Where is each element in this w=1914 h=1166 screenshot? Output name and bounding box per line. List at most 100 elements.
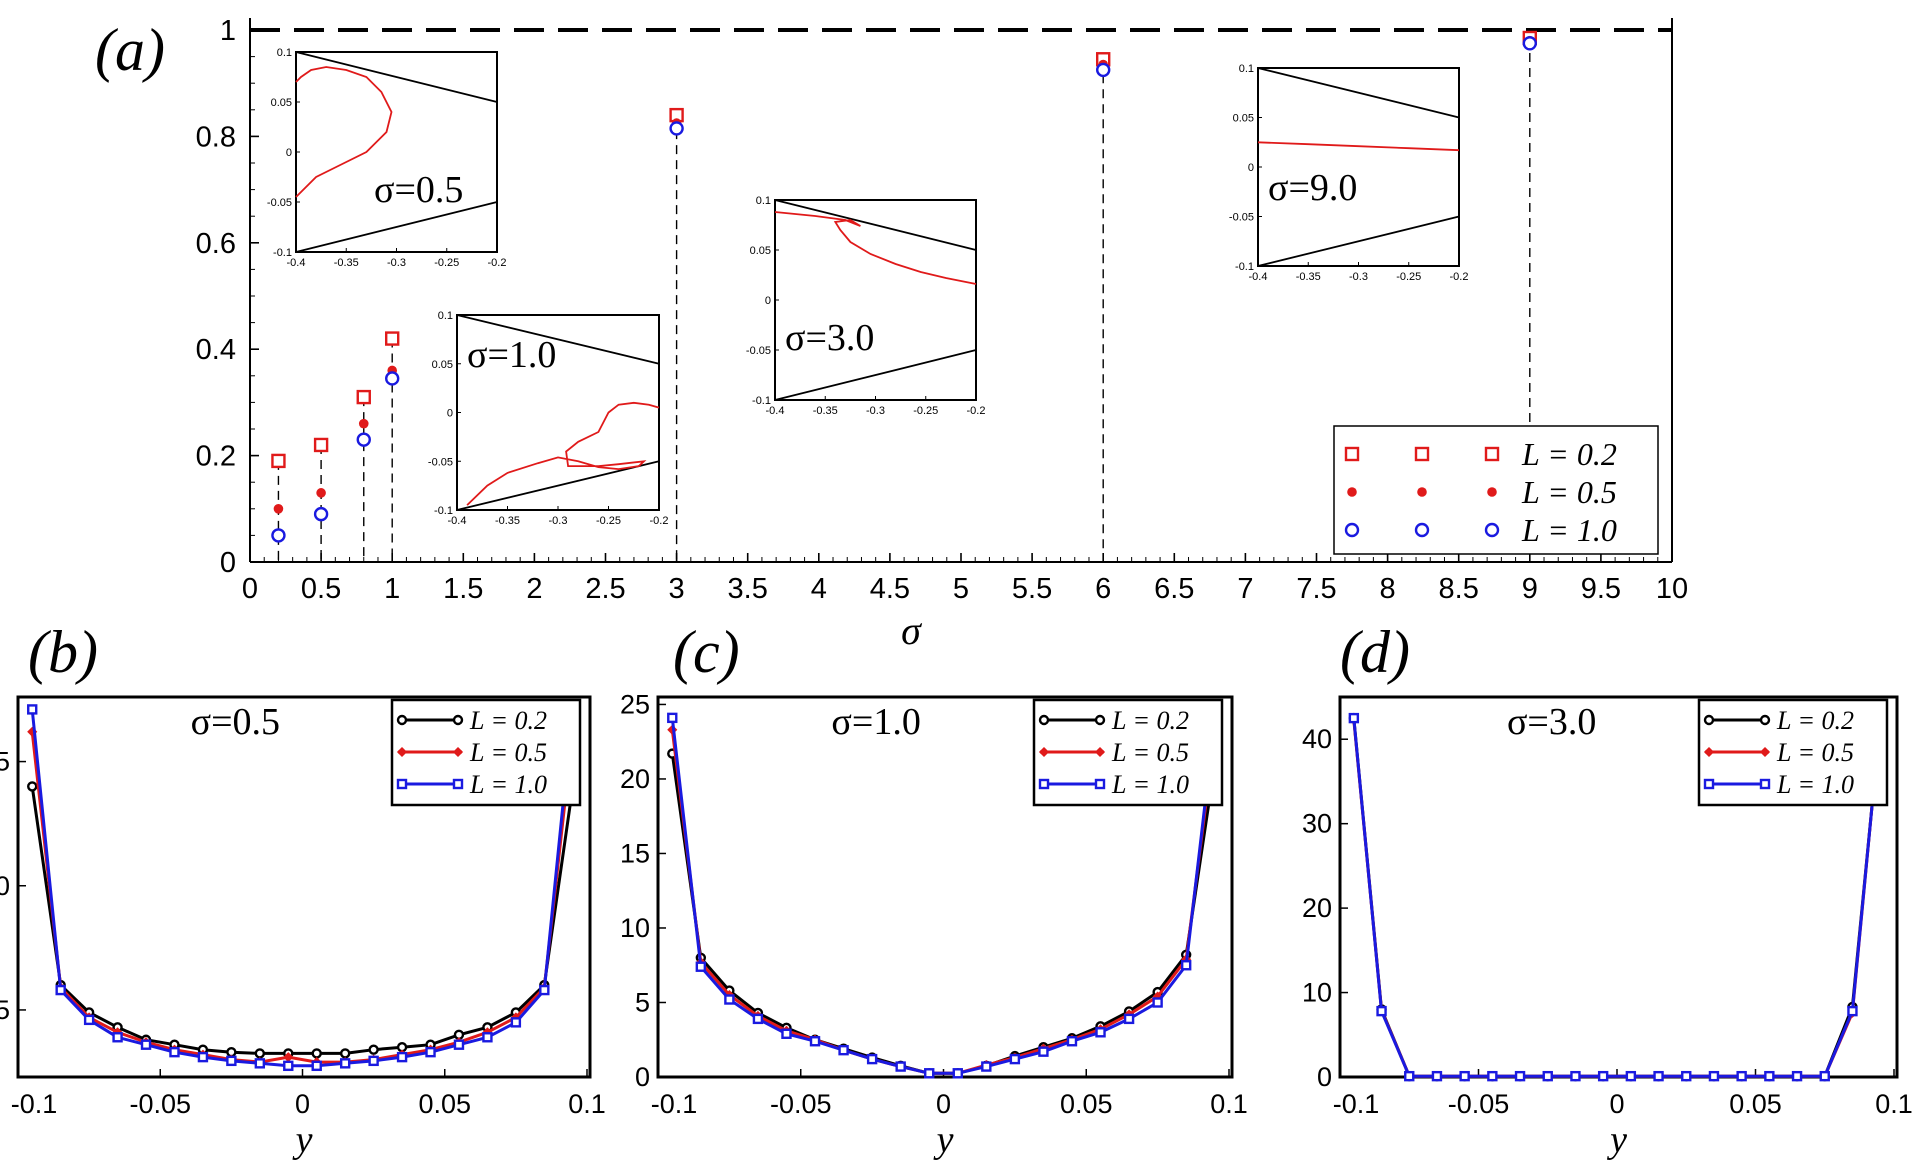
data-point <box>368 1055 379 1067</box>
inset-wall <box>456 314 660 365</box>
data-point <box>1152 997 1163 1008</box>
x-tick-label: 1 <box>384 573 400 605</box>
panel-d: (d) -0.1 -0.05 0 0.05 0.1 0 10 20 30 40 y σ=3.0 L = 0… <box>1302 619 1913 1161</box>
x-tick-label: 7 <box>1237 573 1253 605</box>
legend-marker <box>1703 746 1715 758</box>
x-tick-label: -0.05 <box>770 1089 832 1119</box>
panel-label-c: (c) <box>673 619 740 685</box>
legend-marker <box>396 778 408 790</box>
legend-marker <box>1038 778 1050 790</box>
data-point <box>1522 36 1538 51</box>
x-tick-label: 0 <box>242 573 258 605</box>
inset-3: -0.4 -0.35 -0.3 -0.25 -0.2 0.1 0.05 0 -0.05 -0.1 σ… <box>1229 63 1469 283</box>
inset-x-tick-label: -0.2 <box>488 257 507 269</box>
x-tick-label: 3.5 <box>728 573 768 605</box>
data-point <box>838 1044 849 1056</box>
data-point <box>752 1013 764 1025</box>
legend-marker <box>452 746 464 758</box>
data-point <box>1038 1046 1049 1057</box>
legend-label: L = 0.2 <box>1776 706 1854 735</box>
data-point <box>809 1036 821 1047</box>
inset-x-tick-label: -0.4 <box>766 405 785 417</box>
legend-marker <box>1414 522 1430 538</box>
panel-title: σ=1.0 <box>831 701 920 743</box>
x-tick-label: 0.1 <box>1875 1089 1913 1119</box>
data-point <box>254 1048 266 1059</box>
x-tick-label: 3 <box>669 573 685 605</box>
y-tick-label: 10 <box>0 871 10 901</box>
legend-label: L = 1.0 <box>469 770 547 799</box>
data-point <box>724 994 735 1005</box>
legend-marker <box>1487 487 1497 497</box>
x-tick-label: 1.5 <box>443 573 483 605</box>
data-point <box>316 488 326 498</box>
x-tick-label: 0 <box>936 1089 951 1119</box>
panel-title: σ=0.5 <box>191 701 280 743</box>
x-tick-label: 8 <box>1380 573 1396 605</box>
legend-marker <box>452 714 464 726</box>
data-point <box>271 528 286 543</box>
x-tick-label: -0.1 <box>11 1089 58 1119</box>
legend-marker <box>1344 446 1360 462</box>
data-point <box>339 1048 351 1059</box>
data-point <box>313 506 329 522</box>
x-tick-label: 2.5 <box>585 573 625 605</box>
x-tick-label: 4.5 <box>870 573 910 605</box>
inset-y-tick-label: 0.1 <box>1239 63 1254 75</box>
data-point <box>1819 1070 1830 1082</box>
x-tick-label: 0.5 <box>301 573 341 605</box>
data-point <box>453 1039 465 1050</box>
inset-label: σ=1.0 <box>467 334 556 376</box>
legend-marker <box>1094 746 1106 758</box>
inset-x-tick-label: -0.35 <box>334 257 359 269</box>
y-tick-label: 20 <box>1302 893 1332 923</box>
data-point <box>952 1068 963 1079</box>
data-point <box>539 984 550 996</box>
y-tick-label: 0.4 <box>196 334 236 366</box>
x-tick-label: -0.05 <box>129 1089 191 1119</box>
inset-x-tick-label: -0.2 <box>967 405 986 417</box>
x-tick-label: 0 <box>1609 1089 1624 1119</box>
legend-marker <box>1703 714 1715 726</box>
panel-label-b: (b) <box>28 619 98 685</box>
inset-x-tick-label: -0.25 <box>434 257 459 269</box>
data-point <box>1681 1070 1692 1082</box>
y-tick-label: 0.8 <box>196 121 236 153</box>
inset-wall <box>1257 67 1460 119</box>
inset-y-tick-label: 0.05 <box>750 245 771 257</box>
inset-y-tick-label: 0 <box>286 147 292 159</box>
inset-x-tick-label: -0.35 <box>495 515 520 527</box>
legend-label: L = 0.2 <box>1111 706 1189 735</box>
series-2 <box>667 712 1220 1079</box>
inset-x-tick-label: -0.3 <box>387 257 406 269</box>
series-2 <box>27 701 578 1072</box>
data-point <box>385 371 400 386</box>
inset-y-tick-label: 0 <box>765 295 771 307</box>
data-point <box>1625 1070 1637 1082</box>
legend: L = 0.2 L = 0.5 L = 1.0 <box>1697 698 1889 807</box>
data-point <box>356 432 371 447</box>
x-tick-label: 0 <box>295 1089 310 1119</box>
legend-label: L = 0.5 <box>1111 738 1189 767</box>
inset-y-tick-label: -0.05 <box>1229 212 1254 224</box>
inset-x-tick-label: -0.2 <box>650 515 669 527</box>
data-point <box>1180 960 1192 971</box>
inset-wall <box>456 460 660 511</box>
inset-x-tick-label: -0.4 <box>287 257 306 269</box>
x-tick-label: 0.05 <box>1060 1089 1113 1119</box>
x-tick-label: 5.5 <box>1012 573 1052 605</box>
x-tick-label: 0.1 <box>1210 1089 1248 1119</box>
data-point <box>169 1046 180 1058</box>
panel-title: σ=3.0 <box>1507 701 1596 743</box>
data-point <box>311 1048 322 1059</box>
data-point <box>1653 1070 1664 1082</box>
x-tick-label: 8.5 <box>1439 573 1479 605</box>
inset-0: -0.4 -0.35 -0.3 -0.25 -0.2 0.1 0.05 0 -0.05 -0.1 σ… <box>267 47 507 269</box>
legend-marker <box>452 778 464 790</box>
legend-marker <box>1344 522 1360 538</box>
x-tick-label: 10 <box>1656 573 1688 605</box>
y-tick-label: 15 <box>0 747 10 777</box>
y-tick-label: 0.6 <box>196 228 236 260</box>
inset-trajectory <box>295 66 393 198</box>
